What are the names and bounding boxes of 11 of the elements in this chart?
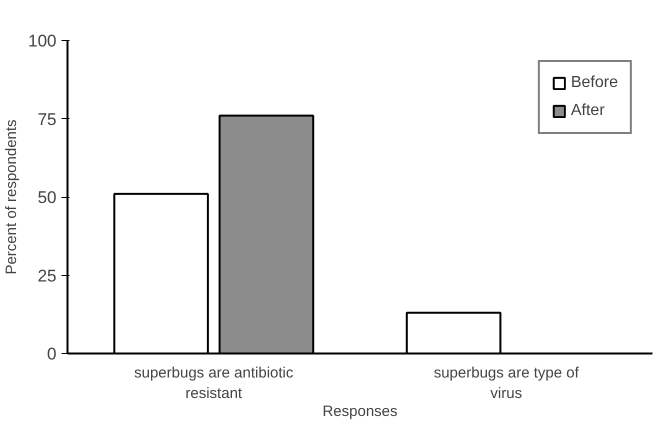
y-tick-label: 25 (38, 266, 57, 286)
y-tick-label: 100 (28, 32, 57, 50)
x-tick-label: superbugs are antibiotic resistant (134, 364, 294, 402)
x-axis-title: Responses (322, 402, 398, 420)
y-tick-label: 0 (47, 344, 57, 364)
legend-label: Before (570, 74, 618, 92)
legend-label: After (570, 102, 605, 120)
y-tick-label: 75 (38, 110, 57, 129)
x-tick-label: superbugs are type of virus (434, 364, 580, 402)
y-axis-title: Percent of respondents (3, 119, 20, 275)
y-tick-label: 50 (38, 188, 57, 207)
